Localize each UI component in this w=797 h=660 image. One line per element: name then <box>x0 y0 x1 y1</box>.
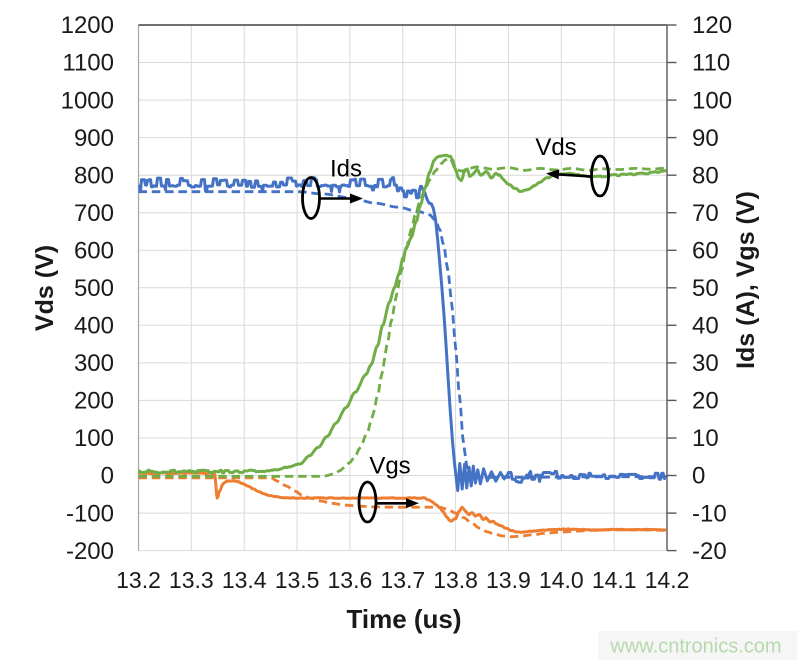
svg-text:1100: 1100 <box>62 50 114 77</box>
svg-text:500: 500 <box>74 275 114 302</box>
svg-text:Ids: Ids <box>330 156 362 183</box>
svg-text:0: 0 <box>101 463 114 490</box>
svg-text:300: 300 <box>74 350 114 377</box>
svg-text:13.2: 13.2 <box>116 567 161 593</box>
svg-text:60: 60 <box>692 238 719 265</box>
svg-text:80: 80 <box>692 162 719 189</box>
svg-text:14.1: 14.1 <box>592 567 637 593</box>
svg-text:10: 10 <box>692 425 719 452</box>
svg-text:120: 120 <box>692 12 732 39</box>
svg-text:Ids (A), Vgs (V): Ids (A), Vgs (V) <box>732 191 760 369</box>
svg-text:Time (us): Time (us) <box>346 604 461 634</box>
svg-text:400: 400 <box>74 313 114 340</box>
svg-text:90: 90 <box>692 125 719 152</box>
svg-text:13.6: 13.6 <box>328 567 373 593</box>
svg-text:13.9: 13.9 <box>486 567 531 593</box>
svg-text:600: 600 <box>74 238 114 265</box>
svg-text:-200: -200 <box>66 538 114 565</box>
svg-text:-10: -10 <box>692 500 727 527</box>
svg-text:900: 900 <box>74 125 114 152</box>
svg-text:14.0: 14.0 <box>539 567 584 593</box>
svg-text:www.cntronics.com: www.cntronics.com <box>609 636 781 658</box>
svg-text:Vgs: Vgs <box>369 453 410 480</box>
svg-text:14.2: 14.2 <box>645 567 690 593</box>
svg-text:13.3: 13.3 <box>169 567 214 593</box>
svg-text:40: 40 <box>692 313 719 340</box>
svg-text:800: 800 <box>74 162 114 189</box>
svg-text:110: 110 <box>692 50 730 77</box>
svg-text:13.5: 13.5 <box>275 567 320 593</box>
svg-text:1200: 1200 <box>61 12 114 39</box>
svg-text:1000: 1000 <box>61 87 114 114</box>
svg-text:-100: -100 <box>66 500 114 527</box>
svg-text:Vds (V): Vds (V) <box>31 245 59 331</box>
svg-text:100: 100 <box>74 425 114 452</box>
svg-text:Vds: Vds <box>535 134 576 161</box>
svg-text:50: 50 <box>692 275 719 302</box>
svg-text:20: 20 <box>692 388 719 415</box>
svg-text:30: 30 <box>692 350 719 377</box>
svg-text:100: 100 <box>692 87 732 114</box>
svg-text:0: 0 <box>692 463 705 490</box>
svg-text:200: 200 <box>74 388 114 415</box>
svg-text:700: 700 <box>74 200 114 227</box>
svg-text:13.4: 13.4 <box>222 567 267 593</box>
svg-text:70: 70 <box>692 200 719 227</box>
svg-text:13.8: 13.8 <box>433 567 478 593</box>
svg-text:-20: -20 <box>692 538 727 565</box>
svg-text:13.7: 13.7 <box>380 567 425 593</box>
